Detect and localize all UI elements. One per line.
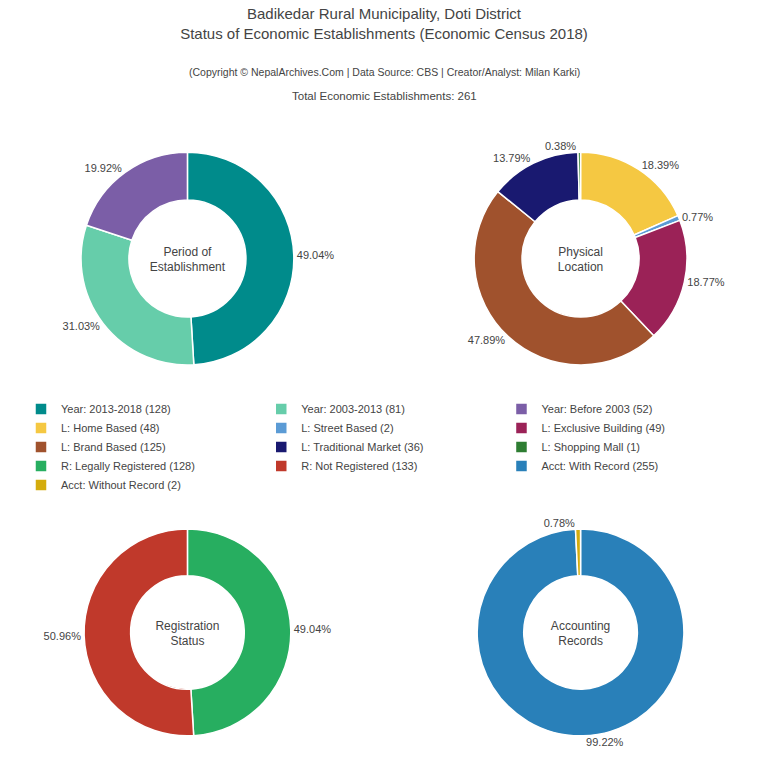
- svg-text:L: Shopping Mall (1): L: Shopping Mall (1): [541, 441, 639, 453]
- svg-text:Acct: With Record (255): Acct: With Record (255): [541, 460, 658, 472]
- svg-text:18.39%: 18.39%: [642, 159, 680, 171]
- svg-text:13.79%: 13.79%: [493, 152, 531, 164]
- svg-text:R: Not Registered (133): R: Not Registered (133): [301, 460, 417, 472]
- svg-text:Acct: Without Record (2): Acct: Without Record (2): [61, 479, 181, 491]
- svg-text:L: Traditional Market (36): L: Traditional Market (36): [301, 441, 423, 453]
- svg-text:R: Legally Registered (128): R: Legally Registered (128): [61, 460, 195, 472]
- svg-text:Year: 2013-2018 (128): Year: 2013-2018 (128): [61, 403, 171, 415]
- svg-text:47.89%: 47.89%: [468, 334, 506, 346]
- svg-text:0.38%: 0.38%: [545, 140, 576, 152]
- svg-text:19.92%: 19.92%: [85, 162, 123, 174]
- svg-text:L: Street Based (2): L: Street Based (2): [301, 422, 393, 434]
- svg-text:L: Exclusive Building (49): L: Exclusive Building (49): [541, 422, 665, 434]
- svg-text:18.77%: 18.77%: [687, 276, 725, 288]
- svg-text:Year: Before 2003 (52): Year: Before 2003 (52): [541, 403, 652, 415]
- svg-text:50.96%: 50.96%: [44, 630, 82, 642]
- svg-text:99.22%: 99.22%: [586, 736, 624, 748]
- svg-text:(Copyright © NepalArchives.Com: (Copyright © NepalArchives.Com | Data So…: [189, 66, 580, 78]
- svg-text:AccountingRecords: AccountingRecords: [551, 619, 610, 649]
- svg-text:0.78%: 0.78%: [544, 517, 575, 529]
- svg-text:31.03%: 31.03%: [63, 320, 101, 332]
- svg-text:Period ofEstablishment: Period ofEstablishment: [150, 245, 226, 275]
- svg-text:0.77%: 0.77%: [682, 211, 713, 223]
- svg-text:Year: 2003-2013 (81): Year: 2003-2013 (81): [301, 403, 405, 415]
- svg-text:RegistrationStatus: RegistrationStatus: [155, 619, 219, 649]
- svg-text:PhysicalLocation: PhysicalLocation: [558, 245, 603, 275]
- svg-text:L: Brand Based (125): L: Brand Based (125): [61, 441, 166, 453]
- svg-text:49.04%: 49.04%: [297, 249, 335, 261]
- svg-text:L: Home Based (48): L: Home Based (48): [61, 422, 159, 434]
- svg-text:Badikedar Rural Municipality,: Badikedar Rural Municipality, Doti Distr…: [180, 5, 588, 42]
- svg-text:Total Economic Establishments:: Total Economic Establishments: 261: [292, 90, 477, 102]
- svg-text:49.04%: 49.04%: [294, 623, 332, 635]
